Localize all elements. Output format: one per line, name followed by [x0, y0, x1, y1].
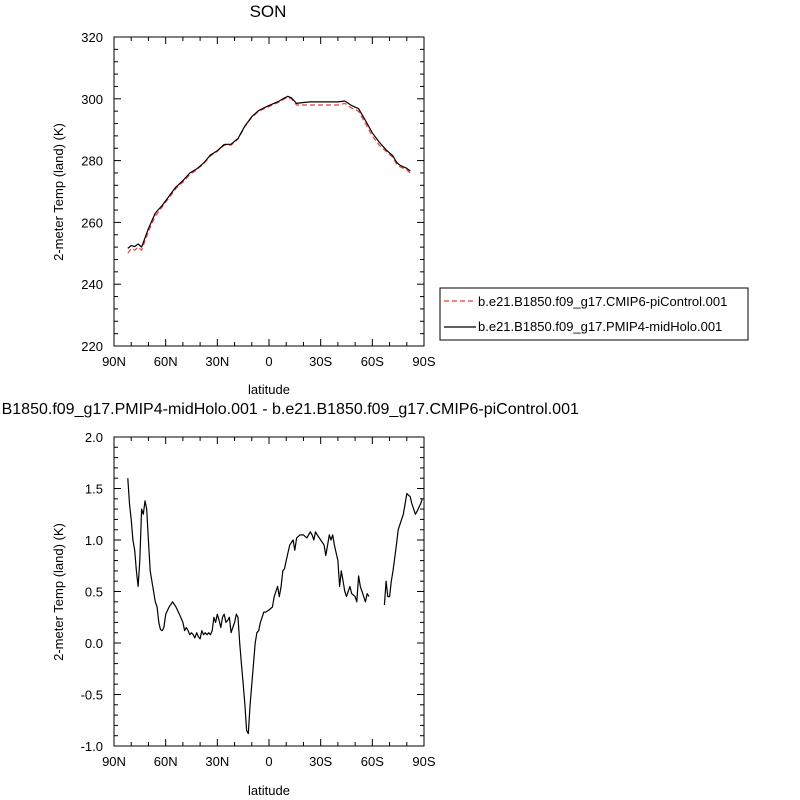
bottom-chart-y-tick-label: 1.5 — [85, 482, 103, 497]
top-chart-y-tick-label: 260 — [81, 215, 103, 230]
top-chart-x-tick-label: 60S — [361, 354, 384, 369]
top-chart-y-tick-label: 220 — [81, 339, 103, 354]
top-chart-title: SON — [250, 2, 287, 21]
bottom-chart-y-tick-label: 1.0 — [85, 533, 103, 548]
legend-label-picontrol: b.e21.B1850.f09_g17.CMIP6-piControl.001 — [478, 294, 727, 309]
bottom-chart-y-tick-label: -1.0 — [81, 739, 103, 754]
bottom-chart-y-tick-label: 2.0 — [85, 430, 103, 445]
top-chart-series-1-segment-0 — [127, 95, 411, 249]
top-chart-y-tick-label: 280 — [81, 154, 103, 169]
bottom-chart-y-tick-label: 0.5 — [85, 585, 103, 600]
top-chart-x-axis-label: latitude — [248, 382, 290, 397]
bottom-chart-ticks — [113, 436, 425, 747]
legend-label-midholo: b.e21.B1850.f09_g17.PMIP4-midHolo.001 — [478, 319, 722, 334]
top-chart-x-tick-label: 90S — [412, 354, 435, 369]
top-chart-y-tick-label: 240 — [81, 277, 103, 292]
bottom-chart-title: b.e21.B1850.f09_g17.PMIP4-midHolo.001 - … — [0, 401, 579, 418]
bottom-chart-x-tick-label: 90S — [412, 754, 435, 769]
top-chart-x-tick-label: 60N — [154, 354, 178, 369]
bottom-chart-x-tick-labels: 90N 60N 30N 0 30S 60S 90S — [102, 754, 436, 769]
top-chart-x-tick-label: 0 — [265, 354, 272, 369]
top-chart-y-tick-label: 320 — [81, 30, 103, 45]
bottom-chart-lines — [127, 478, 423, 735]
top-chart-x-tick-label: 30N — [205, 354, 229, 369]
top-chart-series-0-segment-0 — [127, 96, 411, 254]
bottom-chart-y-axis-label: 2-meter Temp (land) (K) — [51, 523, 66, 661]
top-chart-y-axis-label: 2-meter Temp (land) (K) — [51, 123, 66, 261]
bottom-chart-x-tick-label: 30S — [309, 754, 332, 769]
bottom-chart-x-tick-label: 60S — [361, 754, 384, 769]
bottom-chart-x-axis-label: latitude — [248, 783, 290, 798]
bottom-chart-series-0-segment-0 — [127, 478, 370, 735]
bottom-chart: b.e21.B1850.f09_g17.PMIP4-midHolo.001 - … — [0, 401, 579, 798]
top-chart-y-tick-labels: 220 240 260 280 300 320 — [81, 30, 103, 354]
top-chart-y-tick-label: 300 — [81, 92, 103, 107]
bottom-chart-y-tick-label: -0.5 — [81, 688, 103, 703]
legend: b.e21.B1850.f09_g17.CMIP6-piControl.001 … — [439, 287, 749, 341]
bottom-chart-x-tick-label: 60N — [154, 754, 178, 769]
legend-box — [439, 287, 749, 341]
top-chart: SON 90N 60N 30N 0 30S 60S 90S 220 240 260 280 300 3… — [51, 2, 436, 397]
top-chart-x-tick-labels: 90N 60N 30N 0 30S 60S 90S — [102, 354, 436, 369]
bottom-chart-x-tick-label: 0 — [265, 754, 272, 769]
top-chart-x-tick-label: 30S — [309, 354, 332, 369]
bottom-chart-x-tick-label: 90N — [102, 754, 126, 769]
bottom-chart-x-tick-label: 30N — [205, 754, 229, 769]
top-chart-x-tick-label: 90N — [102, 354, 126, 369]
top-chart-ticks — [113, 36, 425, 347]
bottom-chart-y-tick-label: 0.0 — [85, 636, 103, 651]
bottom-chart-y-tick-labels: -1.0 -0.5 0.0 0.5 1.0 1.5 2.0 — [81, 430, 103, 754]
top-chart-lines — [127, 95, 411, 254]
bottom-chart-series-0-segment-1 — [383, 493, 423, 605]
